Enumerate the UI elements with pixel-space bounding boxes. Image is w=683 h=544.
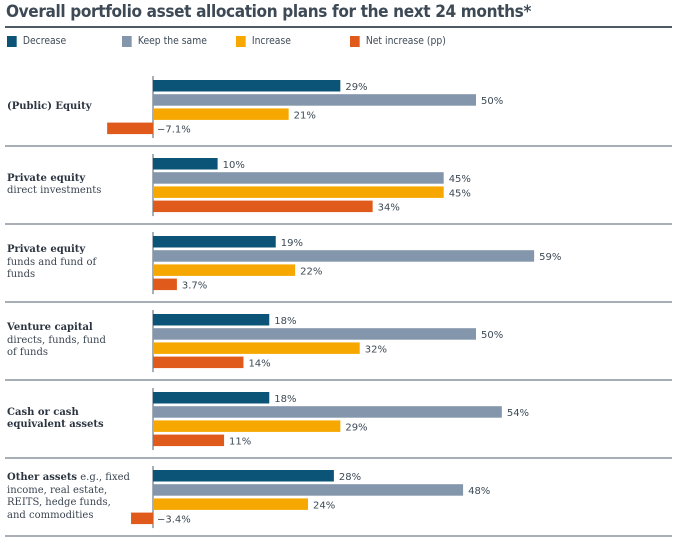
legend-label-increase: Increase	[251, 35, 291, 47]
bar-increase-cash-or-cash-equivalent-assets	[153, 420, 341, 432]
bar-decrease-other-assets-e-g-fixed-income-real-estat	[153, 470, 334, 482]
bar-net-increase-pp-private-equity-direct-investments	[153, 200, 373, 213]
data-label-increase-venture-capital-directs-funds-fund-of-fu: 32%	[365, 344, 387, 355]
data-label-decrease-cash-or-cash-equivalent-assets: 18%	[274, 394, 296, 405]
category-label: Cash or cash equivalent assets	[7, 406, 104, 431]
bar-keep-the-same-other-assets-e-g-fixed-income-real-estat	[153, 484, 464, 496]
legend-item-increase: Increase	[236, 34, 291, 48]
bar-keep-the-same-cash-or-cash-equivalent-assets	[153, 406, 502, 418]
data-label-increase-public-equity: 21%	[294, 110, 316, 121]
chart-title: Overall portfolio asset allocation plans…	[6, 2, 532, 21]
bar-keep-the-same-venture-capital-directs-funds-fund-of-fu	[153, 328, 476, 340]
bar-decrease-private-equity-direct-investments	[153, 158, 218, 170]
category-label: Venture capital directs, funds, fund of fu…	[7, 322, 106, 359]
data-label-net-increase-pp-other-assets-e-g-fixed-income-real-estat: −3.4%	[157, 515, 191, 526]
category-label: Private equity direct investments	[7, 172, 102, 197]
legend-swatch-keep-the-same	[122, 35, 132, 47]
bar-keep-the-same-private-equity-funds-and-fund-of-funds	[153, 250, 535, 262]
data-label-keep-the-same-venture-capital-directs-funds-fund-of-fu: 50%	[481, 330, 503, 341]
category-label: Private equity funds and fund of funds	[7, 244, 97, 281]
data-label-keep-the-same-public-equity: 50%	[481, 96, 503, 107]
data-label-keep-the-same-cash-or-cash-equivalent-assets: 54%	[507, 408, 529, 419]
bar-net-increase-pp-venture-capital-directs-funds-fund-of-fu	[153, 356, 244, 369]
data-label-net-increase-pp-public-equity: −7.1%	[157, 125, 191, 136]
data-label-net-increase-pp-private-equity-funds-and-fund-of-funds: 3.7%	[182, 281, 207, 292]
bar-keep-the-same-public-equity	[153, 94, 476, 106]
legend-swatch-decrease	[7, 35, 17, 47]
bar-net-increase-pp-other-assets-e-g-fixed-income-real-estat	[131, 512, 153, 525]
data-label-net-increase-pp-venture-capital-directs-funds-fund-of-fu: 14%	[248, 359, 270, 370]
data-label-keep-the-same-private-equity-direct-investments: 45%	[449, 174, 471, 185]
data-label-increase-cash-or-cash-equivalent-assets: 29%	[345, 422, 367, 433]
data-label-keep-the-same-private-equity-funds-and-fund-of-funds: 59%	[539, 252, 561, 263]
bar-increase-other-assets-e-g-fixed-income-real-estat	[153, 498, 309, 510]
legend-item-decrease: Decrease	[7, 34, 66, 48]
bar-decrease-venture-capital-directs-funds-fund-of-fu	[153, 314, 270, 326]
bar-increase-venture-capital-directs-funds-fund-of-fu	[153, 342, 360, 354]
bar-net-increase-pp-private-equity-funds-and-fund-of-funds	[153, 278, 177, 291]
bar-decrease-public-equity	[153, 80, 341, 92]
bar-increase-private-equity-direct-investments	[153, 186, 444, 198]
bar-increase-public-equity	[153, 108, 289, 120]
data-label-decrease-venture-capital-directs-funds-fund-of-fu: 18%	[274, 316, 296, 327]
data-label-decrease-private-equity-direct-investments: 10%	[223, 160, 245, 171]
legend-label-keep-the-same: Keep the same	[137, 35, 207, 47]
legend-item-keep-the-same: Keep the same	[122, 34, 207, 48]
legend-label-decrease: Decrease	[22, 35, 67, 47]
bar-decrease-private-equity-funds-and-fund-of-funds	[153, 236, 276, 248]
bar-keep-the-same-private-equity-direct-investments	[153, 172, 444, 184]
legend-item-net-increase: Net increase (pp)	[350, 34, 446, 48]
category-label: (Public) Equity	[7, 100, 92, 112]
bar-net-increase-pp-cash-or-cash-equivalent-assets	[153, 434, 225, 447]
bar-decrease-cash-or-cash-equivalent-assets	[153, 392, 270, 404]
category-label: Other assets e.g., fixed income, real est…	[7, 472, 130, 521]
data-label-net-increase-pp-cash-or-cash-equivalent-assets: 11%	[229, 437, 251, 448]
bar-increase-private-equity-funds-and-fund-of-funds	[153, 264, 296, 276]
title-divider	[5, 26, 672, 28]
data-label-decrease-private-equity-funds-and-fund-of-funds: 19%	[281, 238, 303, 249]
legend-label-net-increase: Net increase (pp)	[365, 35, 446, 47]
data-label-increase-private-equity-direct-investments: 45%	[449, 188, 471, 199]
data-label-decrease-other-assets-e-g-fixed-income-real-estat: 28%	[339, 472, 361, 483]
legend-swatch-net-increase	[350, 35, 360, 47]
data-label-increase-private-equity-funds-and-fund-of-funds: 22%	[300, 266, 322, 277]
data-label-keep-the-same-other-assets-e-g-fixed-income-real-estat: 48%	[468, 486, 490, 497]
legend-swatch-increase	[236, 35, 246, 47]
data-label-increase-other-assets-e-g-fixed-income-real-estat: 24%	[313, 500, 335, 511]
data-label-net-increase-pp-private-equity-direct-investments: 34%	[378, 203, 400, 214]
data-label-decrease-public-equity: 29%	[345, 82, 367, 93]
bar-net-increase-pp-public-equity	[107, 122, 153, 135]
